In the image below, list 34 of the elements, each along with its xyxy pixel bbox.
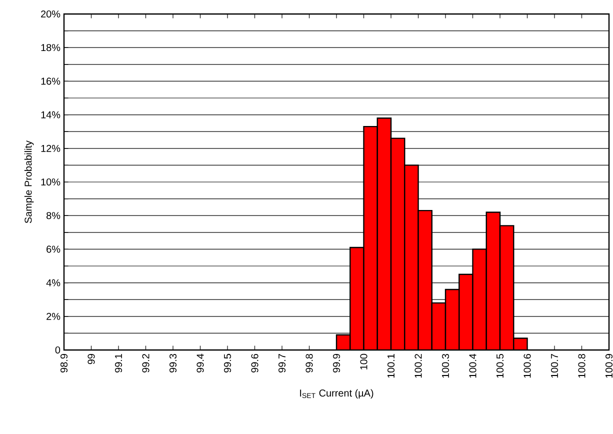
x-tick-label: 100.8 xyxy=(578,354,586,378)
y-tick-label: 20% xyxy=(41,10,60,18)
x-tick-label: 99.5 xyxy=(224,354,232,372)
x-tick-label: 100.6 xyxy=(524,354,531,378)
x-tick-label: 100.1 xyxy=(387,354,395,378)
x-tick-label: 99.7 xyxy=(278,354,286,372)
x-tick-label: 99.8 xyxy=(306,354,313,372)
x-tick-label: 99.1 xyxy=(114,354,122,372)
y-tick-label: 12% xyxy=(41,144,60,152)
x-tick-label: 99.4 xyxy=(196,354,204,372)
x-tick-label: 100.2 xyxy=(414,354,422,378)
x-tick-label: 100.7 xyxy=(550,354,558,378)
y-tick-label: 8% xyxy=(46,212,60,220)
x-tick-label: 100.4 xyxy=(469,354,476,378)
x-tick-label: 99.9 xyxy=(332,354,340,372)
y-tick-label: 4% xyxy=(46,279,60,286)
y-tick-label: 16% xyxy=(41,78,60,85)
y-tick-label: 2% xyxy=(46,312,60,320)
x-tick-label: 100.3 xyxy=(442,354,450,378)
x-tick-label: 99 xyxy=(88,354,95,364)
y-tick-label: 0 xyxy=(55,346,60,354)
x-tick-label: 100.9 xyxy=(605,354,613,378)
y-tick-label: 18% xyxy=(41,44,60,52)
y-tick-label: 14% xyxy=(41,111,60,118)
x-axis-title: I$_{SET}$ Current (µA) xyxy=(300,389,374,399)
x-tick-label: 98.9 xyxy=(60,354,68,372)
x-tick-label: 100.5 xyxy=(496,354,504,378)
x-tick-label: 99.2 xyxy=(142,354,150,372)
y-axis-title: Sample Probability xyxy=(24,140,34,224)
x-tick-label: 100 xyxy=(360,354,368,370)
x-tick-label: 99.3 xyxy=(169,354,177,372)
y-tick-label: 6% xyxy=(46,246,60,253)
y-tick-label: 10% xyxy=(41,178,60,186)
x-tick-label: 99.6 xyxy=(251,354,258,372)
